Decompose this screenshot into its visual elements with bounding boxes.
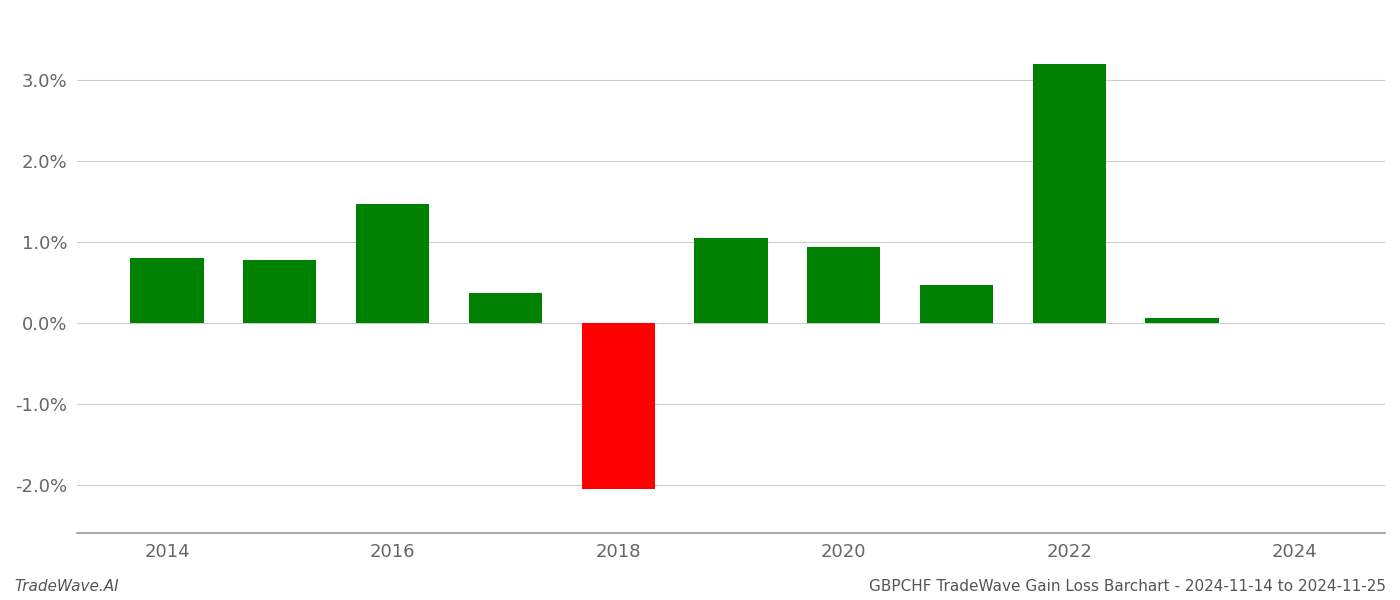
Bar [581, 323, 655, 489]
Bar [244, 260, 316, 323]
Bar [130, 258, 204, 323]
Bar [1145, 318, 1218, 323]
Bar [806, 247, 881, 323]
Bar [356, 203, 430, 323]
Bar [694, 238, 767, 323]
Bar [469, 293, 542, 323]
Bar [920, 284, 993, 323]
Bar [1033, 64, 1106, 323]
Text: TradeWave.AI: TradeWave.AI [14, 579, 119, 594]
Text: GBPCHF TradeWave Gain Loss Barchart - 2024-11-14 to 2024-11-25: GBPCHF TradeWave Gain Loss Barchart - 20… [869, 579, 1386, 594]
